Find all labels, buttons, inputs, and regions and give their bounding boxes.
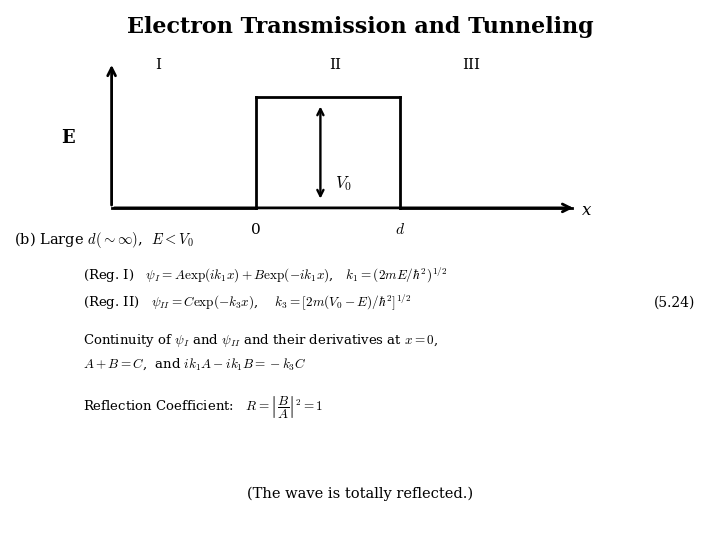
- Text: $V_0$: $V_0$: [335, 174, 352, 193]
- Text: x: x: [582, 202, 592, 219]
- Text: III: III: [463, 58, 481, 72]
- Text: 0: 0: [251, 222, 261, 237]
- Text: (The wave is totally reflected.): (The wave is totally reflected.): [247, 487, 473, 501]
- Text: (Reg. I)   $\psi_I = A\exp(ik_1x) + B\exp(-ik_1x)$,   $k_1 = (2mE/\hbar^2)^{1/2}: (Reg. I) $\psi_I = A\exp(ik_1x) + B\exp(…: [83, 266, 447, 285]
- Text: E: E: [62, 129, 75, 147]
- Text: (b) Large $d(\sim\infty)$,  $E < V_0$: (b) Large $d(\sim\infty)$, $E < V_0$: [14, 230, 194, 251]
- Text: II: II: [329, 58, 341, 72]
- Text: Electron Transmission and Tunneling: Electron Transmission and Tunneling: [127, 16, 593, 38]
- Text: $d$: $d$: [395, 222, 405, 237]
- Text: Reflection Coefficient:   $R = \left|\dfrac{B}{A}\right|^2 = 1$: Reflection Coefficient: $R = \left|\dfra…: [83, 395, 323, 421]
- Text: $A + B = C$,  and $ik_1A - ik_1B = -k_3C$: $A + B = C$, and $ik_1A - ik_1B = -k_3C$: [83, 357, 306, 372]
- Text: I: I: [156, 58, 161, 72]
- Text: (5.24): (5.24): [654, 295, 695, 309]
- Text: (Reg. II)   $\psi_{II} = C\exp(-k_3 x)$,    $k_3 = [2m(V_0 - E)/\hbar^2]^{1/2}$: (Reg. II) $\psi_{II} = C\exp(-k_3 x)$, $…: [83, 292, 411, 313]
- Text: Continuity of $\psi_I$ and $\psi_{II}$ and their derivatives at $x = 0$,: Continuity of $\psi_I$ and $\psi_{II}$ a…: [83, 332, 438, 349]
